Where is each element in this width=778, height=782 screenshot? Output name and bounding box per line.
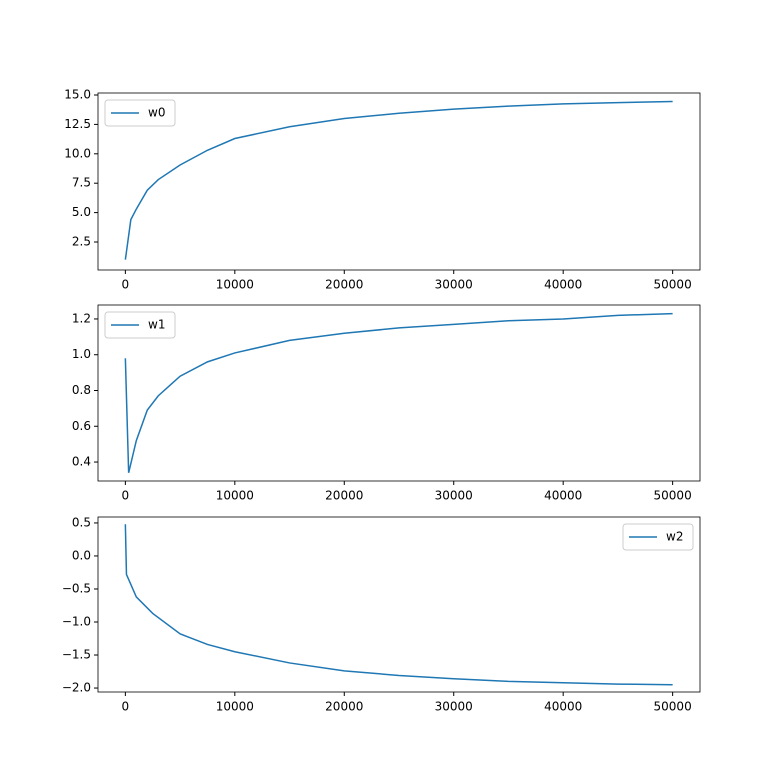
x-tick-label: 20000 (325, 489, 363, 503)
y-tick-label: 7.5 (72, 176, 91, 190)
y-tick-label: −1.0 (62, 615, 91, 629)
x-tick-label: 50000 (654, 700, 692, 714)
legend-box (622, 523, 694, 551)
axes-frame (97, 304, 701, 482)
x-tick-label: 0 (122, 700, 130, 714)
line (124, 312, 673, 473)
x-tick-label: 30000 (435, 278, 473, 292)
y-tick-label: 15.0 (64, 87, 91, 101)
legend-label: w0 (148, 106, 165, 120)
y-tick-label: 0.5 (72, 515, 91, 529)
x-tick-label: 10000 (216, 489, 254, 503)
legend-label: w1 (148, 318, 165, 332)
y-tick-label: −2.0 (62, 681, 91, 695)
x-tick-label: 0 (122, 489, 130, 503)
y-tick-label: −1.5 (62, 648, 91, 662)
y-tick-label: 0.6 (72, 419, 91, 433)
line (124, 100, 673, 260)
line (124, 524, 673, 686)
axes-frame (97, 516, 701, 693)
x-tick-label: 30000 (435, 700, 473, 714)
legend-label: w2 (666, 530, 683, 544)
y-tick-label: 0.0 (72, 548, 91, 562)
legend-box (104, 99, 176, 127)
y-tick-label: 5.0 (72, 205, 91, 219)
y-tick-label: 0.4 (72, 455, 91, 469)
x-tick-label: 40000 (544, 489, 582, 503)
y-tick-label: −0.5 (62, 581, 91, 595)
legend-box (104, 311, 176, 339)
x-tick-label: 10000 (216, 700, 254, 714)
axes-frame (97, 92, 701, 271)
x-tick-label: 0 (122, 278, 130, 292)
x-tick-label: 30000 (435, 489, 473, 503)
y-tick-label: 2.5 (72, 235, 91, 249)
y-tick-label: 1.2 (72, 311, 91, 325)
y-tick-label: 0.8 (72, 383, 91, 397)
x-tick-label: 50000 (654, 278, 692, 292)
y-tick-label: 12.5 (64, 117, 91, 131)
y-tick-label: 10.0 (64, 146, 91, 160)
x-tick-label: 50000 (654, 489, 692, 503)
x-tick-label: 10000 (216, 278, 254, 292)
y-tick-label: 1.0 (72, 347, 91, 361)
x-tick-label: 20000 (325, 700, 363, 714)
x-tick-label: 20000 (325, 278, 363, 292)
x-tick-label: 40000 (544, 278, 582, 292)
x-tick-label: 40000 (544, 700, 582, 714)
